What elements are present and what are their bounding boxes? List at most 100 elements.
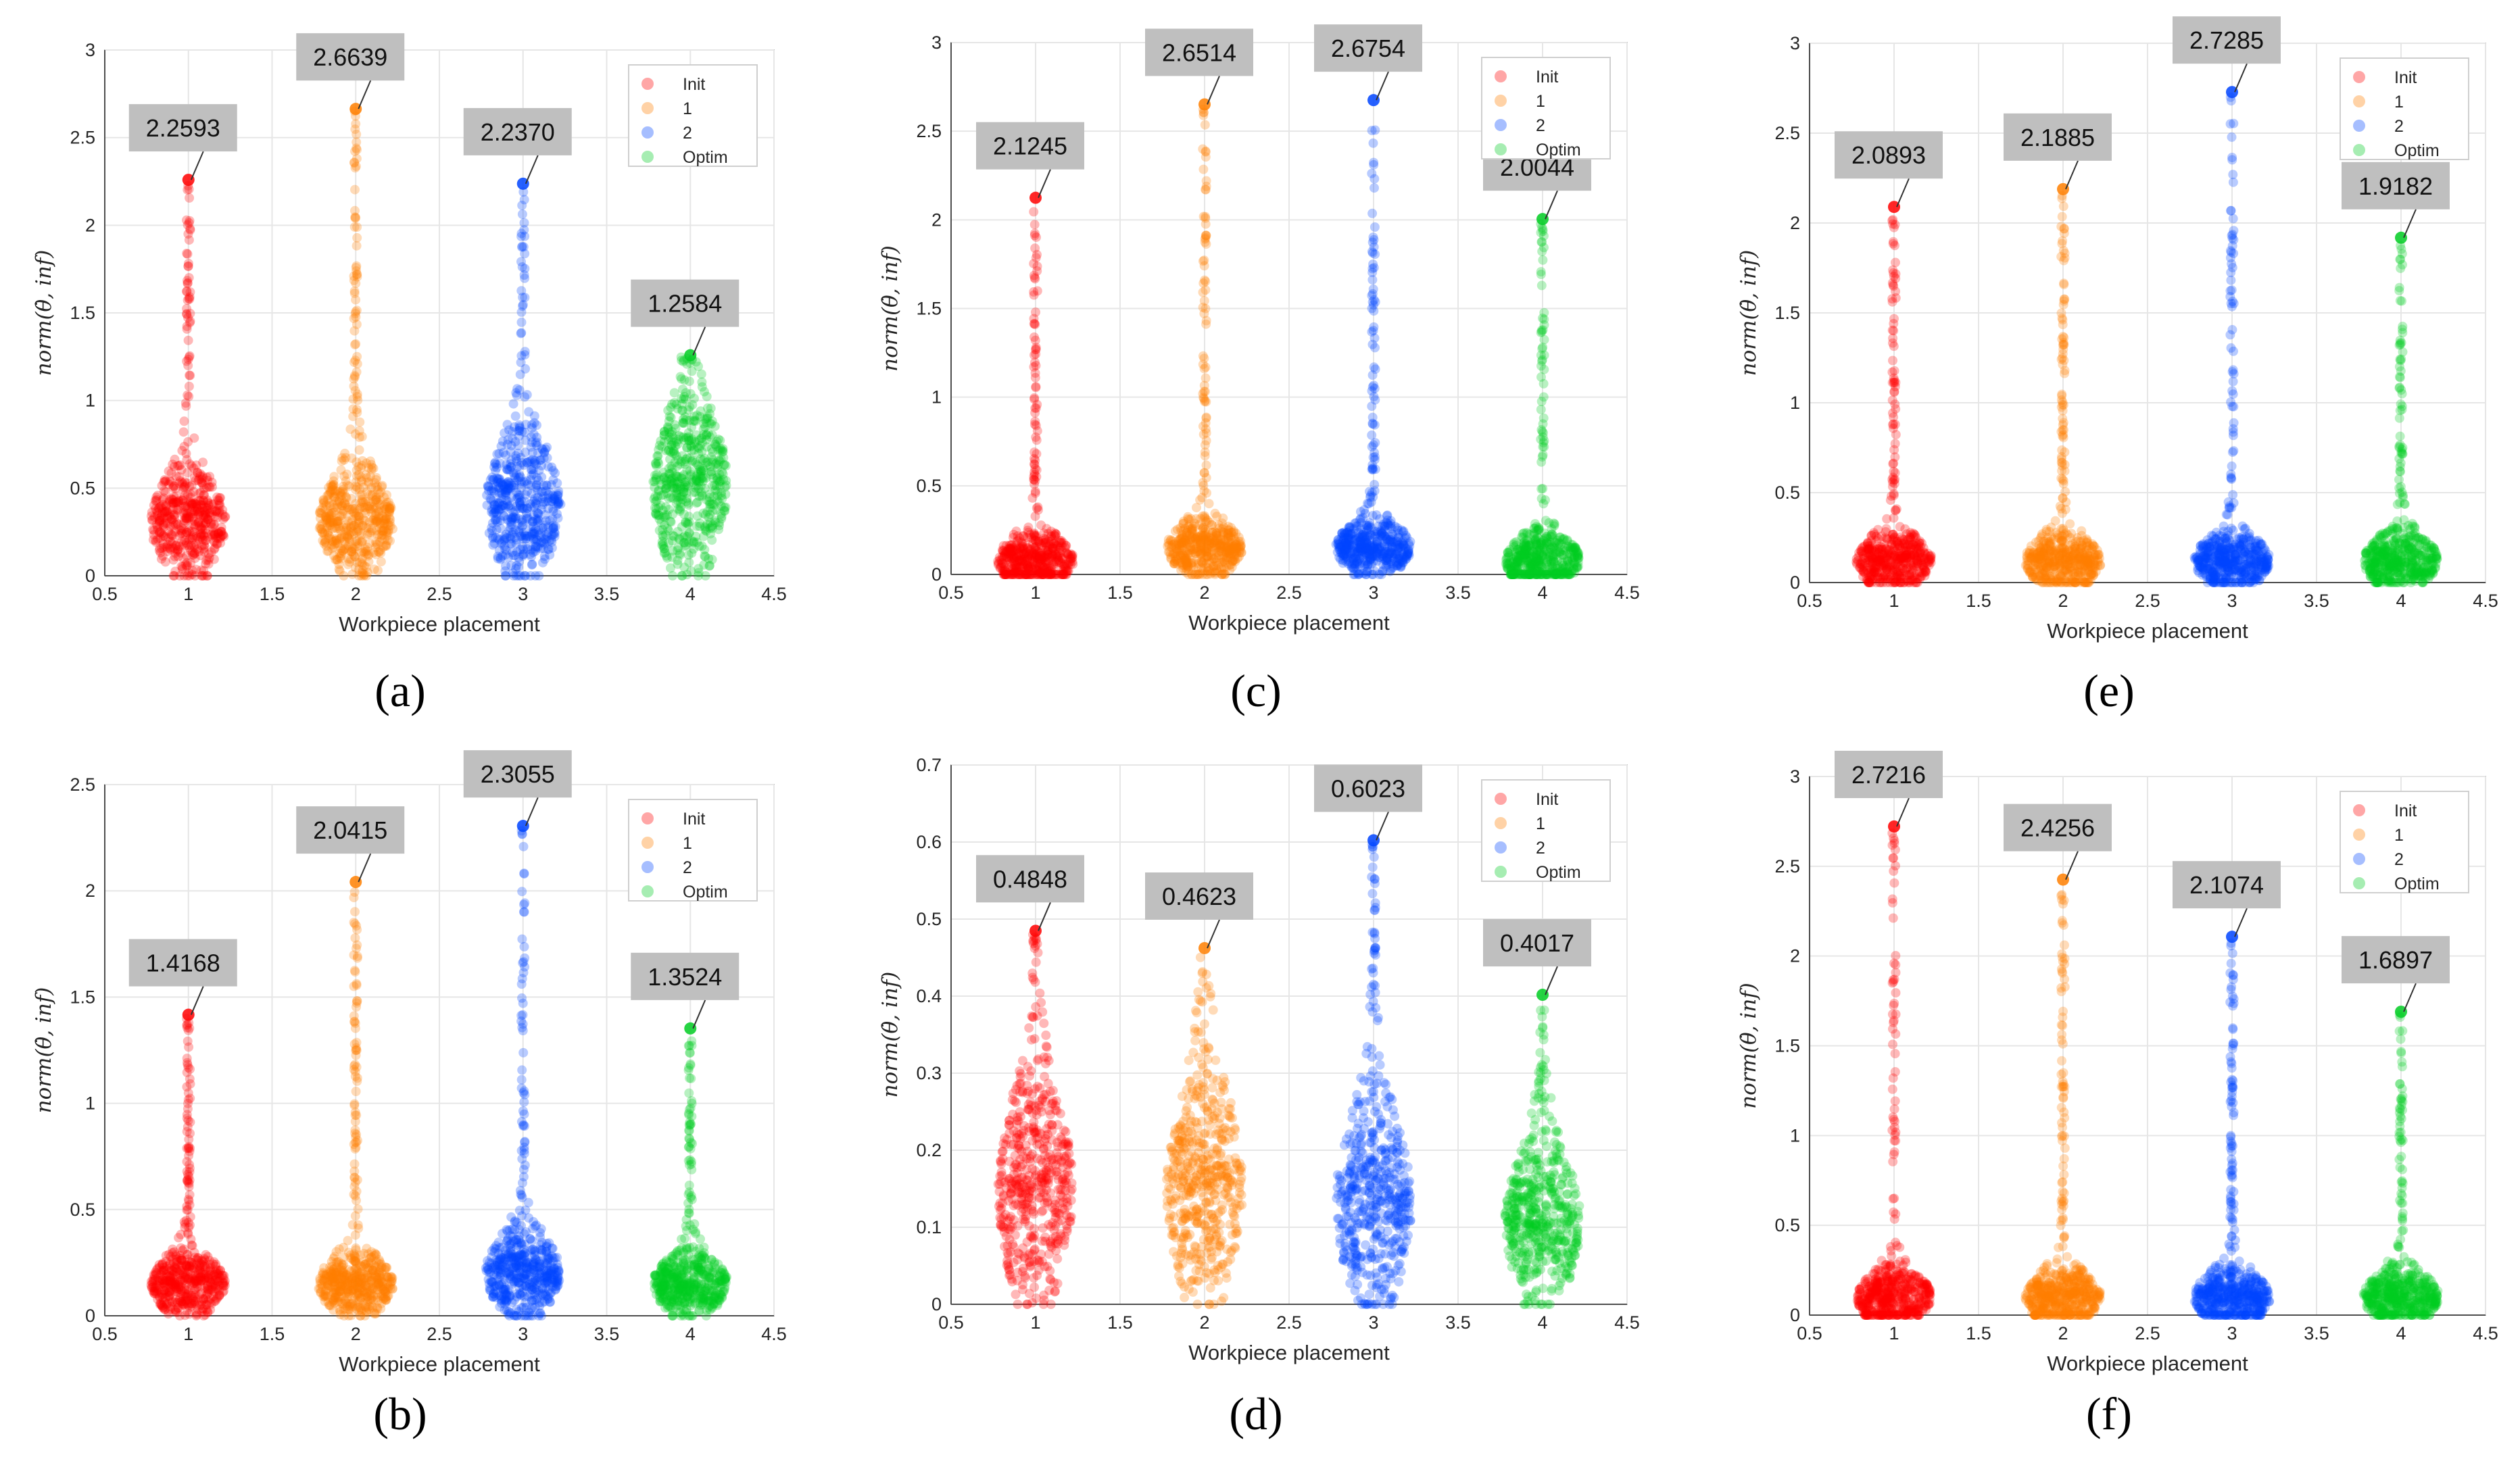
data-point [1029, 394, 1040, 404]
data-point [335, 495, 344, 505]
data-point [193, 533, 203, 543]
data-point [178, 518, 189, 528]
data-point [169, 518, 179, 528]
y-tick-label: 2.5 [916, 121, 942, 141]
data-point [349, 158, 359, 168]
data-point [1395, 540, 1405, 550]
data-point [708, 447, 718, 457]
data-point [182, 324, 192, 334]
data-point [178, 564, 187, 574]
data-point [154, 503, 164, 513]
data-point [182, 516, 191, 526]
data-point [1360, 531, 1370, 541]
data-point [510, 525, 520, 535]
data-point [199, 544, 209, 554]
data-point [1519, 553, 1529, 564]
data-point [168, 483, 178, 493]
data-point [201, 528, 211, 538]
data-point [183, 184, 193, 195]
data-point [1367, 370, 1378, 380]
data-point [214, 508, 224, 518]
data-point [1198, 393, 1209, 403]
data-point [172, 518, 182, 528]
data-point [374, 489, 384, 499]
data-point [189, 519, 198, 529]
data-point [388, 524, 397, 534]
y-tick-label: 3 [1790, 33, 1800, 53]
data-point [176, 537, 187, 547]
data-point [164, 495, 174, 505]
data-point [1370, 222, 1380, 232]
data-point [171, 540, 181, 550]
data-point [356, 502, 366, 512]
data-point [197, 541, 207, 551]
annotation-max-value: 2.2370 [481, 118, 555, 146]
data-point [1367, 430, 1377, 440]
data-point [180, 501, 191, 511]
data-point [1201, 239, 1211, 249]
data-point [170, 512, 180, 522]
data-point [205, 508, 215, 518]
data-point [712, 491, 723, 501]
data-point [351, 485, 361, 495]
data-point [349, 520, 359, 531]
data-point [153, 534, 163, 544]
data-point [154, 527, 164, 537]
data-point [1367, 168, 1377, 178]
x-tick-label: 2 [351, 584, 361, 604]
data-point [195, 488, 205, 497]
data-point [1543, 555, 1553, 565]
data-point [206, 519, 216, 529]
data-point [350, 340, 360, 349]
data-point [346, 523, 356, 533]
annotation-leader-line [190, 151, 204, 180]
data-point [702, 391, 712, 401]
data-point [1361, 570, 1372, 579]
data-point [168, 498, 178, 508]
data-point [501, 561, 510, 571]
data-point [182, 528, 192, 537]
data-point [203, 515, 214, 525]
data-point [1888, 280, 1898, 290]
data-point [172, 504, 182, 514]
data-point [354, 516, 364, 525]
data-point [1887, 294, 1897, 304]
data-point [149, 530, 159, 540]
data-point [185, 294, 195, 304]
data-point [354, 511, 364, 521]
data-point [1367, 237, 1378, 247]
data-point [198, 473, 208, 483]
data-point [517, 209, 527, 219]
data-point [207, 529, 217, 539]
data-point [354, 433, 364, 442]
data-point [1891, 269, 1901, 279]
data-point [1538, 378, 1549, 389]
data-point [187, 566, 197, 575]
data-point [356, 537, 366, 546]
data-point [205, 553, 214, 563]
data-point [193, 505, 203, 514]
data-point [193, 518, 203, 528]
data-point [350, 355, 360, 366]
data-point [160, 532, 170, 542]
data-point [200, 502, 210, 512]
data-point [195, 532, 205, 542]
x-tick-label: 1.5 [1107, 583, 1133, 603]
x-tick-label: 2 [1199, 583, 1209, 603]
data-point [199, 495, 208, 505]
data-point [1366, 497, 1376, 507]
data-point [201, 483, 212, 493]
data-point [346, 527, 356, 537]
data-point [151, 495, 162, 505]
data-point [185, 497, 195, 508]
data-point [516, 317, 527, 327]
data-point [199, 510, 209, 520]
data-point [209, 505, 219, 516]
data-point [216, 538, 226, 548]
data-point [670, 476, 680, 487]
data-point [183, 540, 193, 550]
data-point [1888, 355, 1897, 366]
data-point [218, 531, 228, 541]
data-point [218, 530, 228, 540]
data-point [169, 481, 179, 491]
